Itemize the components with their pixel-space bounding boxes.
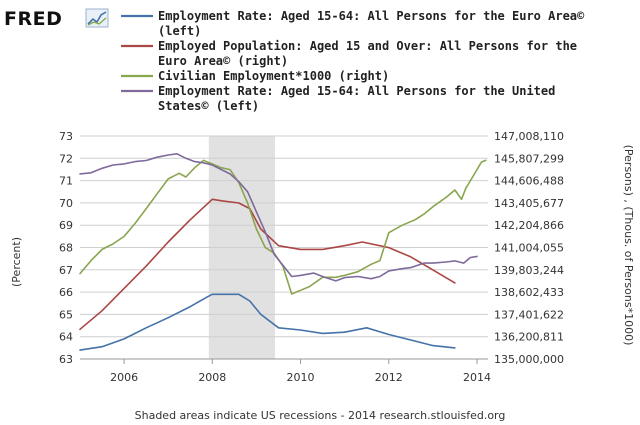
left-axis-ticks: 63 64 65 66 67 68 69 70 71 72 73 xyxy=(59,130,73,366)
left-tick-label: 72 xyxy=(59,152,73,165)
legend-label: States© (left) xyxy=(158,99,259,113)
left-tick-label: 65 xyxy=(59,308,73,321)
legend-item-4[interactable]: Employment Rate: Aged 15-64: All Persons… xyxy=(121,84,555,113)
x-tick-label: 2014 xyxy=(463,371,491,384)
left-axis-title: (Percent) xyxy=(10,237,23,287)
left-tick-label: 71 xyxy=(59,175,73,188)
legend-label: Employment Rate: Aged 15-64: All Persons… xyxy=(158,84,555,98)
right-tick-label: 138,602,433 xyxy=(494,286,564,299)
series-line-4 xyxy=(79,153,478,282)
right-tick-label: 145,807,299 xyxy=(494,152,564,165)
right-axis-title: (Persons) , (Thous. of Persons*1000) xyxy=(622,145,635,346)
left-tick-label: 66 xyxy=(59,286,73,299)
fred-logo[interactable]: FRED xyxy=(4,8,109,30)
legend: Employment Rate: Aged 15-64: All Persons… xyxy=(121,9,585,113)
legend-label: Employed Population: Aged 15 and Over: A… xyxy=(158,39,577,53)
grid-lines xyxy=(80,135,488,360)
series-layer xyxy=(79,153,487,351)
right-tick-label: 136,200,811 xyxy=(494,331,564,344)
legend-label: Euro Area© (right) xyxy=(158,54,288,68)
series-line-3 xyxy=(79,159,487,295)
footer-note: Shaded areas indicate US recessions - 20… xyxy=(135,409,506,422)
right-tick-label: 142,204,866 xyxy=(494,219,564,232)
right-tick-label: 143,405,677 xyxy=(494,197,564,210)
legend-label: (left) xyxy=(158,24,201,38)
x-tick-label: 2006 xyxy=(110,371,138,384)
right-tick-label: 141,004,055 xyxy=(494,242,564,255)
x-tick-label: 2010 xyxy=(287,371,315,384)
right-tick-label: 135,000,000 xyxy=(494,353,564,366)
left-tick-label: 67 xyxy=(59,264,73,277)
left-tick-label: 68 xyxy=(59,242,73,255)
legend-label: Employment Rate: Aged 15-64: All Persons… xyxy=(158,9,585,23)
plot-area xyxy=(79,135,488,360)
chart-logo-icon xyxy=(85,8,109,28)
left-tick-label: 63 xyxy=(59,353,73,366)
logo-text: FRED xyxy=(4,8,62,30)
x-tick-label: 2012 xyxy=(375,371,403,384)
right-tick-label: 147,008,110 xyxy=(494,130,564,143)
legend-item-1[interactable]: Employment Rate: Aged 15-64: All Persons… xyxy=(121,9,585,38)
right-axis-ticks: 135,000,000 136,200,811 137,401,622 138,602… xyxy=(494,130,564,366)
x-tick-label: 2008 xyxy=(198,371,226,384)
left-tick-label: 73 xyxy=(59,130,73,143)
x-axis-ticks: 2006 2008 2010 2012 2014 xyxy=(110,359,491,384)
legend-label: Civilian Employment*1000 (right) xyxy=(158,69,389,83)
right-tick-label: 144,606,488 xyxy=(494,175,564,188)
left-tick-label: 64 xyxy=(59,331,73,344)
left-tick-label: 70 xyxy=(59,197,73,210)
right-tick-label: 139,803,244 xyxy=(494,264,564,277)
legend-item-3[interactable]: Civilian Employment*1000 (right) xyxy=(121,69,389,83)
series-line-1 xyxy=(79,293,456,351)
right-tick-label: 137,401,622 xyxy=(494,308,564,321)
left-tick-label: 69 xyxy=(59,219,73,232)
legend-item-2[interactable]: Employed Population: Aged 15 and Over: A… xyxy=(121,39,577,68)
